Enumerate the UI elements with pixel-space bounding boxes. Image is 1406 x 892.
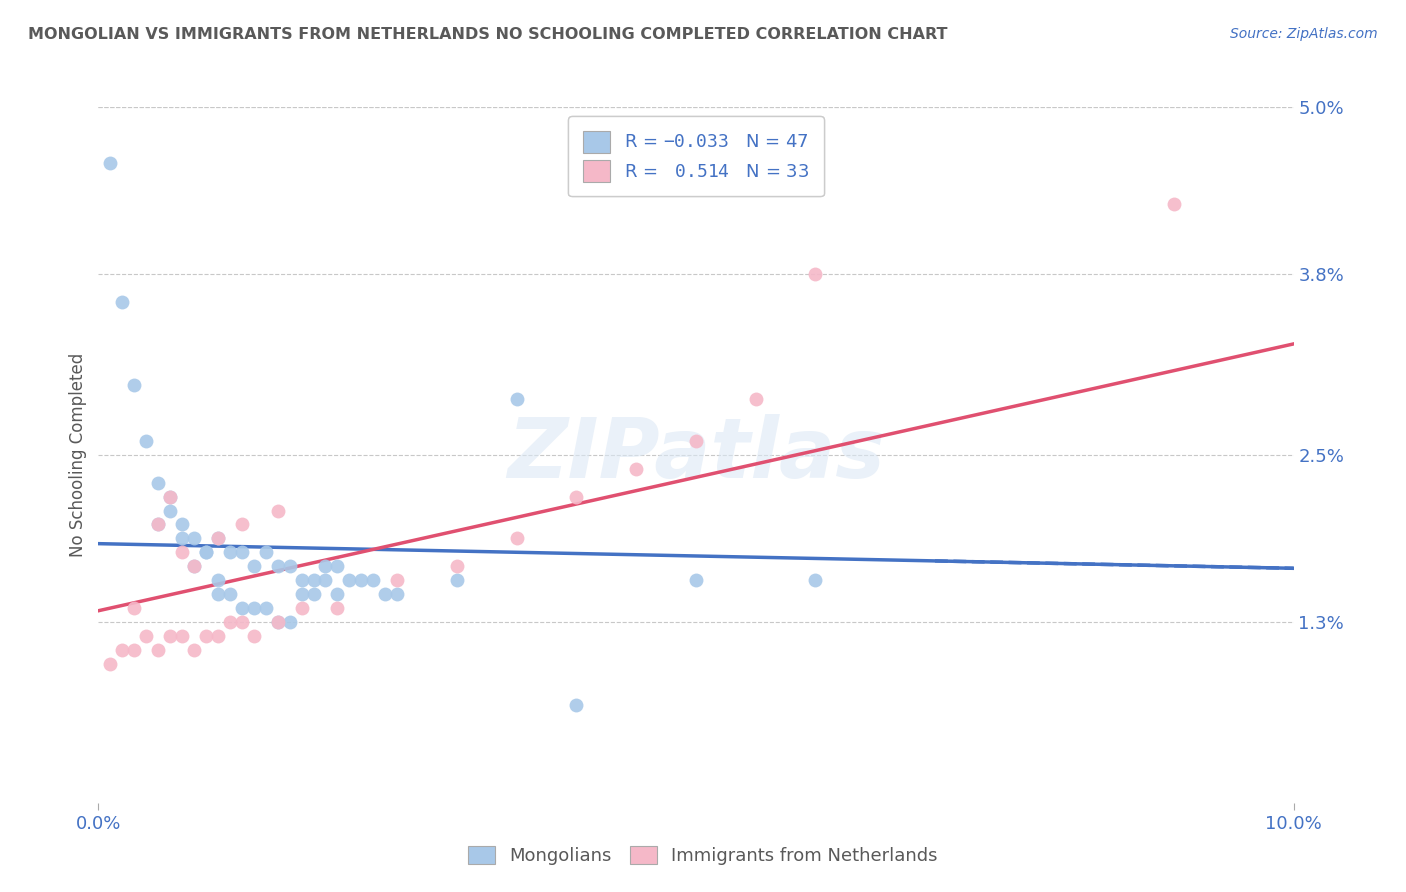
Point [172,532,194,546]
Point [207,629,229,643]
Point [506,392,529,407]
Point [148,517,170,532]
Point [231,601,253,615]
Point [278,559,301,574]
Point [148,475,170,490]
Point [135,629,157,643]
Point [385,573,409,587]
Point [207,532,229,546]
Point [363,573,385,587]
Point [626,462,648,476]
Point [172,629,194,643]
Point [100,657,122,671]
Point [231,545,253,559]
Point [685,434,707,448]
Point [219,587,242,601]
Point [243,629,266,643]
Point [231,615,253,629]
Point [267,615,290,629]
Point [446,573,468,587]
Text: ZIPatlas: ZIPatlas [508,415,884,495]
Legend: Mongolians, Immigrants from Netherlands: Mongolians, Immigrants from Netherlands [458,837,948,874]
Point [267,503,290,517]
Point [267,559,290,574]
Point [326,559,349,574]
Point [219,615,242,629]
Point [278,615,301,629]
Point [291,601,314,615]
Point [291,573,314,587]
Point [135,434,157,448]
Point [207,587,229,601]
Point [124,642,146,657]
Point [159,629,181,643]
Point [254,545,277,559]
Point [207,573,229,587]
Point [1163,197,1185,211]
Point [159,490,181,504]
Point [315,559,337,574]
Point [685,573,707,587]
Point [183,532,205,546]
Y-axis label: No Schooling Completed: No Schooling Completed [69,353,87,557]
Point [172,545,194,559]
Point [219,545,242,559]
Point [111,642,134,657]
Legend: R = $\mathtt{-0.033}$   N = 47, R =  $\mathtt{\ 0.514}$   N = 33: R = $\mathtt{-0.033}$ N = 47, R = $\math… [568,116,824,196]
Point [446,559,468,574]
Point [243,601,266,615]
Text: Source: ZipAtlas.com: Source: ZipAtlas.com [1230,27,1378,41]
Point [385,587,409,601]
Point [302,587,325,601]
Point [183,559,205,574]
Point [804,573,827,587]
Point [326,587,349,601]
Point [172,517,194,532]
Text: MONGOLIAN VS IMMIGRANTS FROM NETHERLANDS NO SCHOOLING COMPLETED CORRELATION CHAR: MONGOLIAN VS IMMIGRANTS FROM NETHERLANDS… [28,27,948,42]
Point [183,559,205,574]
Point [124,601,146,615]
Point [339,573,360,587]
Point [183,642,205,657]
Point [111,294,134,309]
Point [565,490,588,504]
Point [148,642,170,657]
Point [195,545,218,559]
Point [745,392,768,407]
Point [148,517,170,532]
Point [243,559,266,574]
Point [804,267,827,281]
Point [195,545,218,559]
Point [207,532,229,546]
Point [315,573,337,587]
Point [100,155,122,169]
Point [195,629,218,643]
Point [374,587,396,601]
Point [506,532,529,546]
Point [326,601,349,615]
Point [565,698,588,713]
Point [267,615,290,629]
Point [302,573,325,587]
Point [350,573,373,587]
Point [159,503,181,517]
Point [254,601,277,615]
Point [159,490,181,504]
Point [124,378,146,392]
Point [291,587,314,601]
Point [231,517,253,532]
